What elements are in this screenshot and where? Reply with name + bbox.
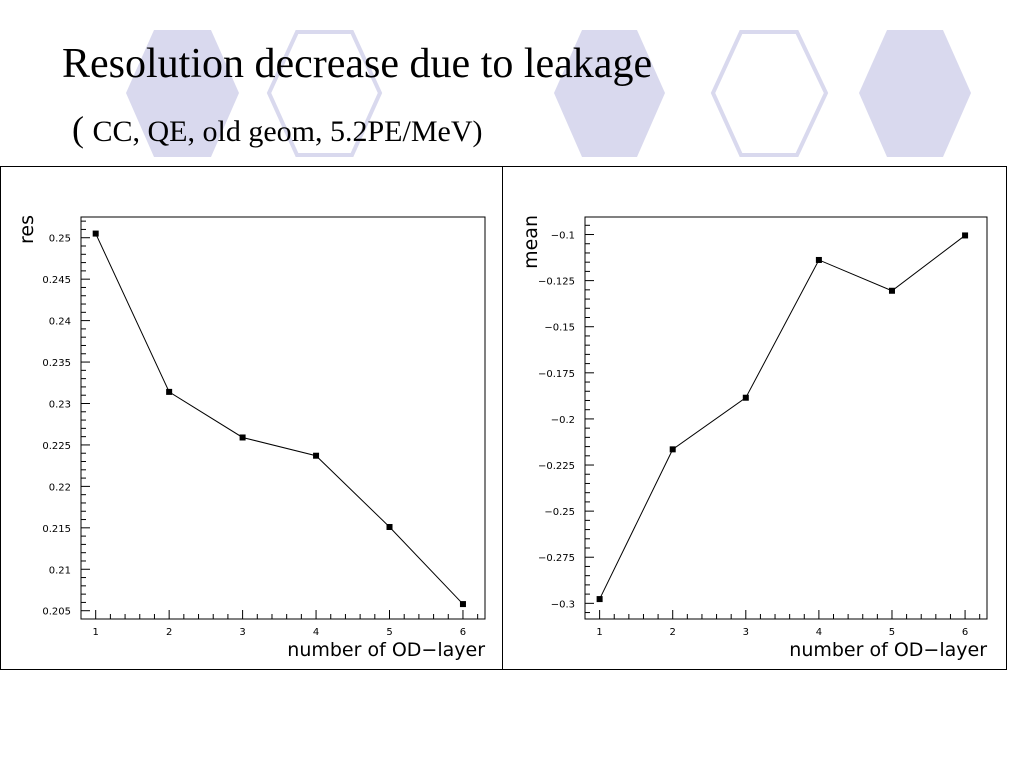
y-tick-label: −0.25 <box>544 507 575 518</box>
x-tick-label: 2 <box>166 627 172 638</box>
y-tick-label: −0.1 <box>551 231 575 242</box>
data-point <box>166 388 173 395</box>
hexagon-shape <box>859 30 971 157</box>
slide-subtitle: ( CC, QE, old geom, 5.2PE/MeV) <box>72 108 483 150</box>
y-tick-label: −0.15 <box>544 323 575 334</box>
y-tick-label: −0.125 <box>538 277 575 288</box>
y-tick-label: −0.275 <box>538 553 575 564</box>
data-point <box>313 452 320 459</box>
resolution-chart: 1 2 3 4 5 6 0.205 0.21 0.215 0.22 0.225 0.23 0.235 0.… <box>16 215 486 661</box>
y-tick-label: 0.235 <box>42 358 71 369</box>
plot-frame <box>584 216 988 620</box>
hexagon-shape <box>126 30 239 157</box>
y-tick-label: −0.175 <box>538 369 575 380</box>
hexagon-shape <box>554 30 665 157</box>
y-tick-label: 0.21 <box>49 565 71 576</box>
x-axis-label: number of OD−layer <box>287 639 485 661</box>
x-tick-label: 2 <box>670 627 676 638</box>
plot-frame <box>80 216 486 620</box>
data-point <box>386 523 393 530</box>
x-tick-label: 1 <box>596 627 602 638</box>
subtitle-text: CC, QE, old geom, 5.2PE/MeV) <box>92 115 483 148</box>
hexagon-outline-shape <box>266 30 383 157</box>
data-point <box>669 446 676 453</box>
x-tick-label: 6 <box>460 627 466 638</box>
data-point <box>815 256 822 263</box>
x-tick-label: 5 <box>386 627 392 638</box>
data-point <box>962 232 969 239</box>
data-point <box>92 230 99 237</box>
x-axis-label: number of OD−layer <box>789 639 987 661</box>
data-point <box>239 434 246 441</box>
x-tick-label: 3 <box>743 627 749 638</box>
data-point <box>888 287 895 294</box>
y-tick-label: 0.23 <box>49 399 71 410</box>
y-axis-label: res <box>16 215 38 244</box>
subtitle-open-paren: ( <box>72 109 84 149</box>
x-tick-label: 4 <box>313 627 319 638</box>
x-tick-label: 6 <box>962 627 968 638</box>
y-tick-label: 0.215 <box>42 524 71 535</box>
y-tick-label: −0.3 <box>551 599 575 610</box>
data-line <box>95 233 464 605</box>
y-tick-label: −0.2 <box>551 415 575 426</box>
y-tick-label: −0.225 <box>538 461 575 472</box>
x-tick-label: 1 <box>93 627 99 638</box>
y-tick-label: 0.245 <box>42 275 71 286</box>
hexagon-decoration <box>126 30 971 157</box>
data-point <box>596 596 603 603</box>
y-tick-label: 0.25 <box>49 234 71 245</box>
x-tick-label: 3 <box>239 627 245 638</box>
hexagon-outline-shape <box>710 30 829 157</box>
y-axis-label: mean <box>520 215 542 269</box>
data-line <box>599 235 966 600</box>
data-point <box>459 601 466 608</box>
x-tick-label: 4 <box>816 627 822 638</box>
y-tick-label: 0.225 <box>42 441 71 452</box>
y-tick-label: 0.205 <box>42 607 71 618</box>
resolution-chart-panel: 1 2 3 4 5 6 0.205 0.21 0.215 0.22 0.225 0.23 0.235 0.… <box>0 166 503 670</box>
y-tick-label: 0.24 <box>49 317 71 328</box>
slide-title: Resolution decrease due to leakage <box>62 41 653 87</box>
data-point <box>742 394 749 401</box>
mean-chart-panel: 1 2 3 4 5 6 −0.3 −0.275 −0.25 −0.225 −0.2 −0.175 −0.… <box>502 166 1007 670</box>
y-tick-label: 0.22 <box>49 482 71 493</box>
x-tick-label: 5 <box>889 627 895 638</box>
mean-chart: 1 2 3 4 5 6 −0.3 −0.275 −0.25 −0.225 −0.2 −0.175 −0.… <box>520 215 988 661</box>
